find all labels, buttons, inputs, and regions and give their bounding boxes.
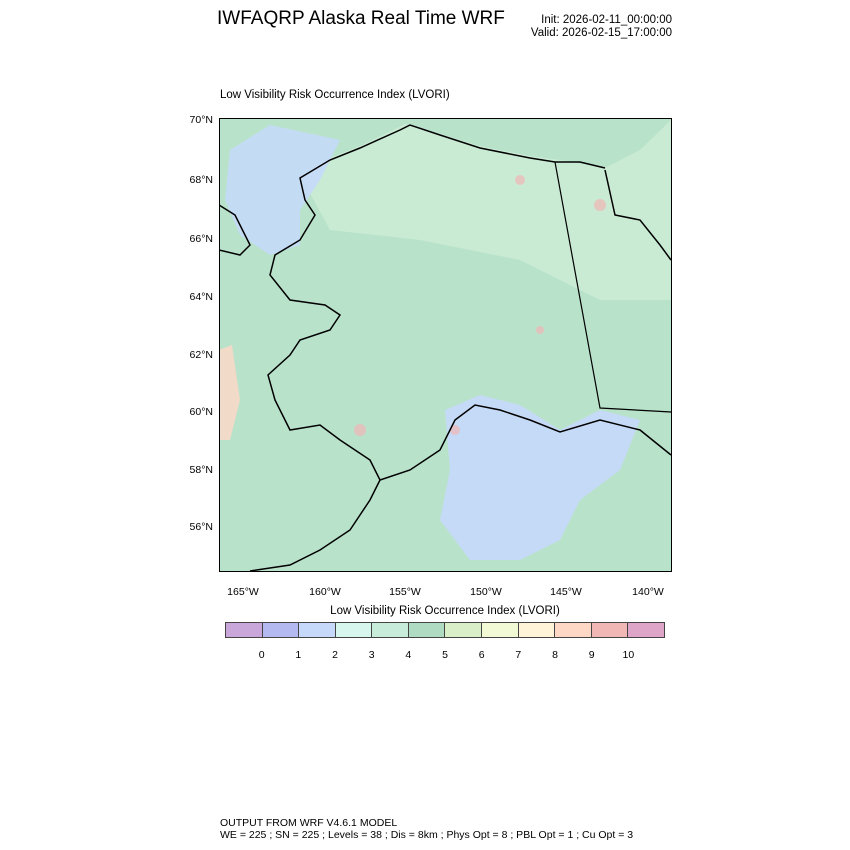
- colorbar-label: 6: [478, 649, 485, 661]
- colorbar-label: 0: [258, 649, 265, 661]
- colorbar-label: 9: [588, 649, 595, 661]
- colorbar-label: 5: [442, 649, 448, 661]
- colorbar-label: 8: [552, 649, 558, 661]
- high-risk-region-west: [219, 345, 240, 440]
- coastline-south: [379, 404, 672, 481]
- colorbar-label: 1: [295, 649, 302, 661]
- colorbar-title: Low Visibility Risk Occurrence Index (LV…: [330, 605, 560, 617]
- lon-label: 165°W: [227, 586, 259, 598]
- colorbar-swatch: [555, 623, 592, 637]
- colorbar-label: 2: [332, 649, 338, 661]
- init-time: Init: 2026-02-11_00:00:00: [541, 14, 672, 26]
- colorbar: [225, 622, 665, 638]
- colorbar-label: 10: [622, 649, 635, 661]
- map-panel: [219, 118, 672, 572]
- colorbar-swatch: [299, 623, 336, 637]
- colorbar-swatch: [408, 623, 446, 637]
- colorbar-swatch: [518, 623, 556, 637]
- colorbar-label: 7: [515, 649, 522, 661]
- coastline: [249, 124, 606, 572]
- lon-label: 155°W: [389, 586, 421, 598]
- figure-title: IWFAQRP Alaska Real Time WRF: [217, 8, 505, 29]
- lat-label: 64°N: [189, 291, 213, 303]
- colorbar-swatch: [445, 623, 483, 637]
- footer-config: WE = 225 ; SN = 225 ; Levels = 38 ; Dis …: [220, 829, 634, 841]
- colorbar-label: 4: [405, 649, 412, 661]
- tundra-region: [300, 120, 671, 300]
- lat-label: 56°N: [189, 521, 213, 533]
- high-risk-patches: [354, 175, 606, 436]
- lon-label: 150°W: [470, 586, 502, 598]
- colorbar-swatch: [335, 623, 373, 637]
- colorbar-swatch: [482, 623, 519, 637]
- colorbar-swatch: [628, 623, 664, 637]
- coastline-east: [604, 169, 672, 261]
- colorbar-swatch: [372, 623, 409, 637]
- blue-region-gulf: [440, 395, 640, 560]
- footer-model: OUTPUT FROM WRF V4.6.1 MODEL: [220, 817, 398, 829]
- lon-label: 160°W: [309, 586, 341, 598]
- colorbar-swatch: [226, 623, 263, 637]
- lat-label: 66°N: [189, 233, 213, 245]
- plot-subtitle: Low Visibility Risk Occurrence Index (LV…: [220, 89, 450, 101]
- colorbar-swatch: [262, 623, 300, 637]
- coastline-northwest: [219, 204, 251, 256]
- lon-label: 145°W: [550, 586, 582, 598]
- colorbar-swatch: [591, 623, 629, 637]
- map-frame: [219, 118, 672, 572]
- lat-label: 58°N: [189, 464, 213, 476]
- lat-label: 68°N: [189, 174, 213, 186]
- lat-label: 70°N: [189, 114, 213, 126]
- lat-label: 60°N: [189, 406, 213, 418]
- lon-label: 140°W: [632, 586, 664, 598]
- lat-label: 62°N: [189, 349, 213, 361]
- blue-region-northwest: [225, 125, 340, 255]
- colorbar-label: 3: [368, 649, 375, 661]
- border-alaska-canada: [554, 161, 672, 413]
- valid-time: Valid: 2026-02-15_17:00:00: [530, 27, 672, 39]
